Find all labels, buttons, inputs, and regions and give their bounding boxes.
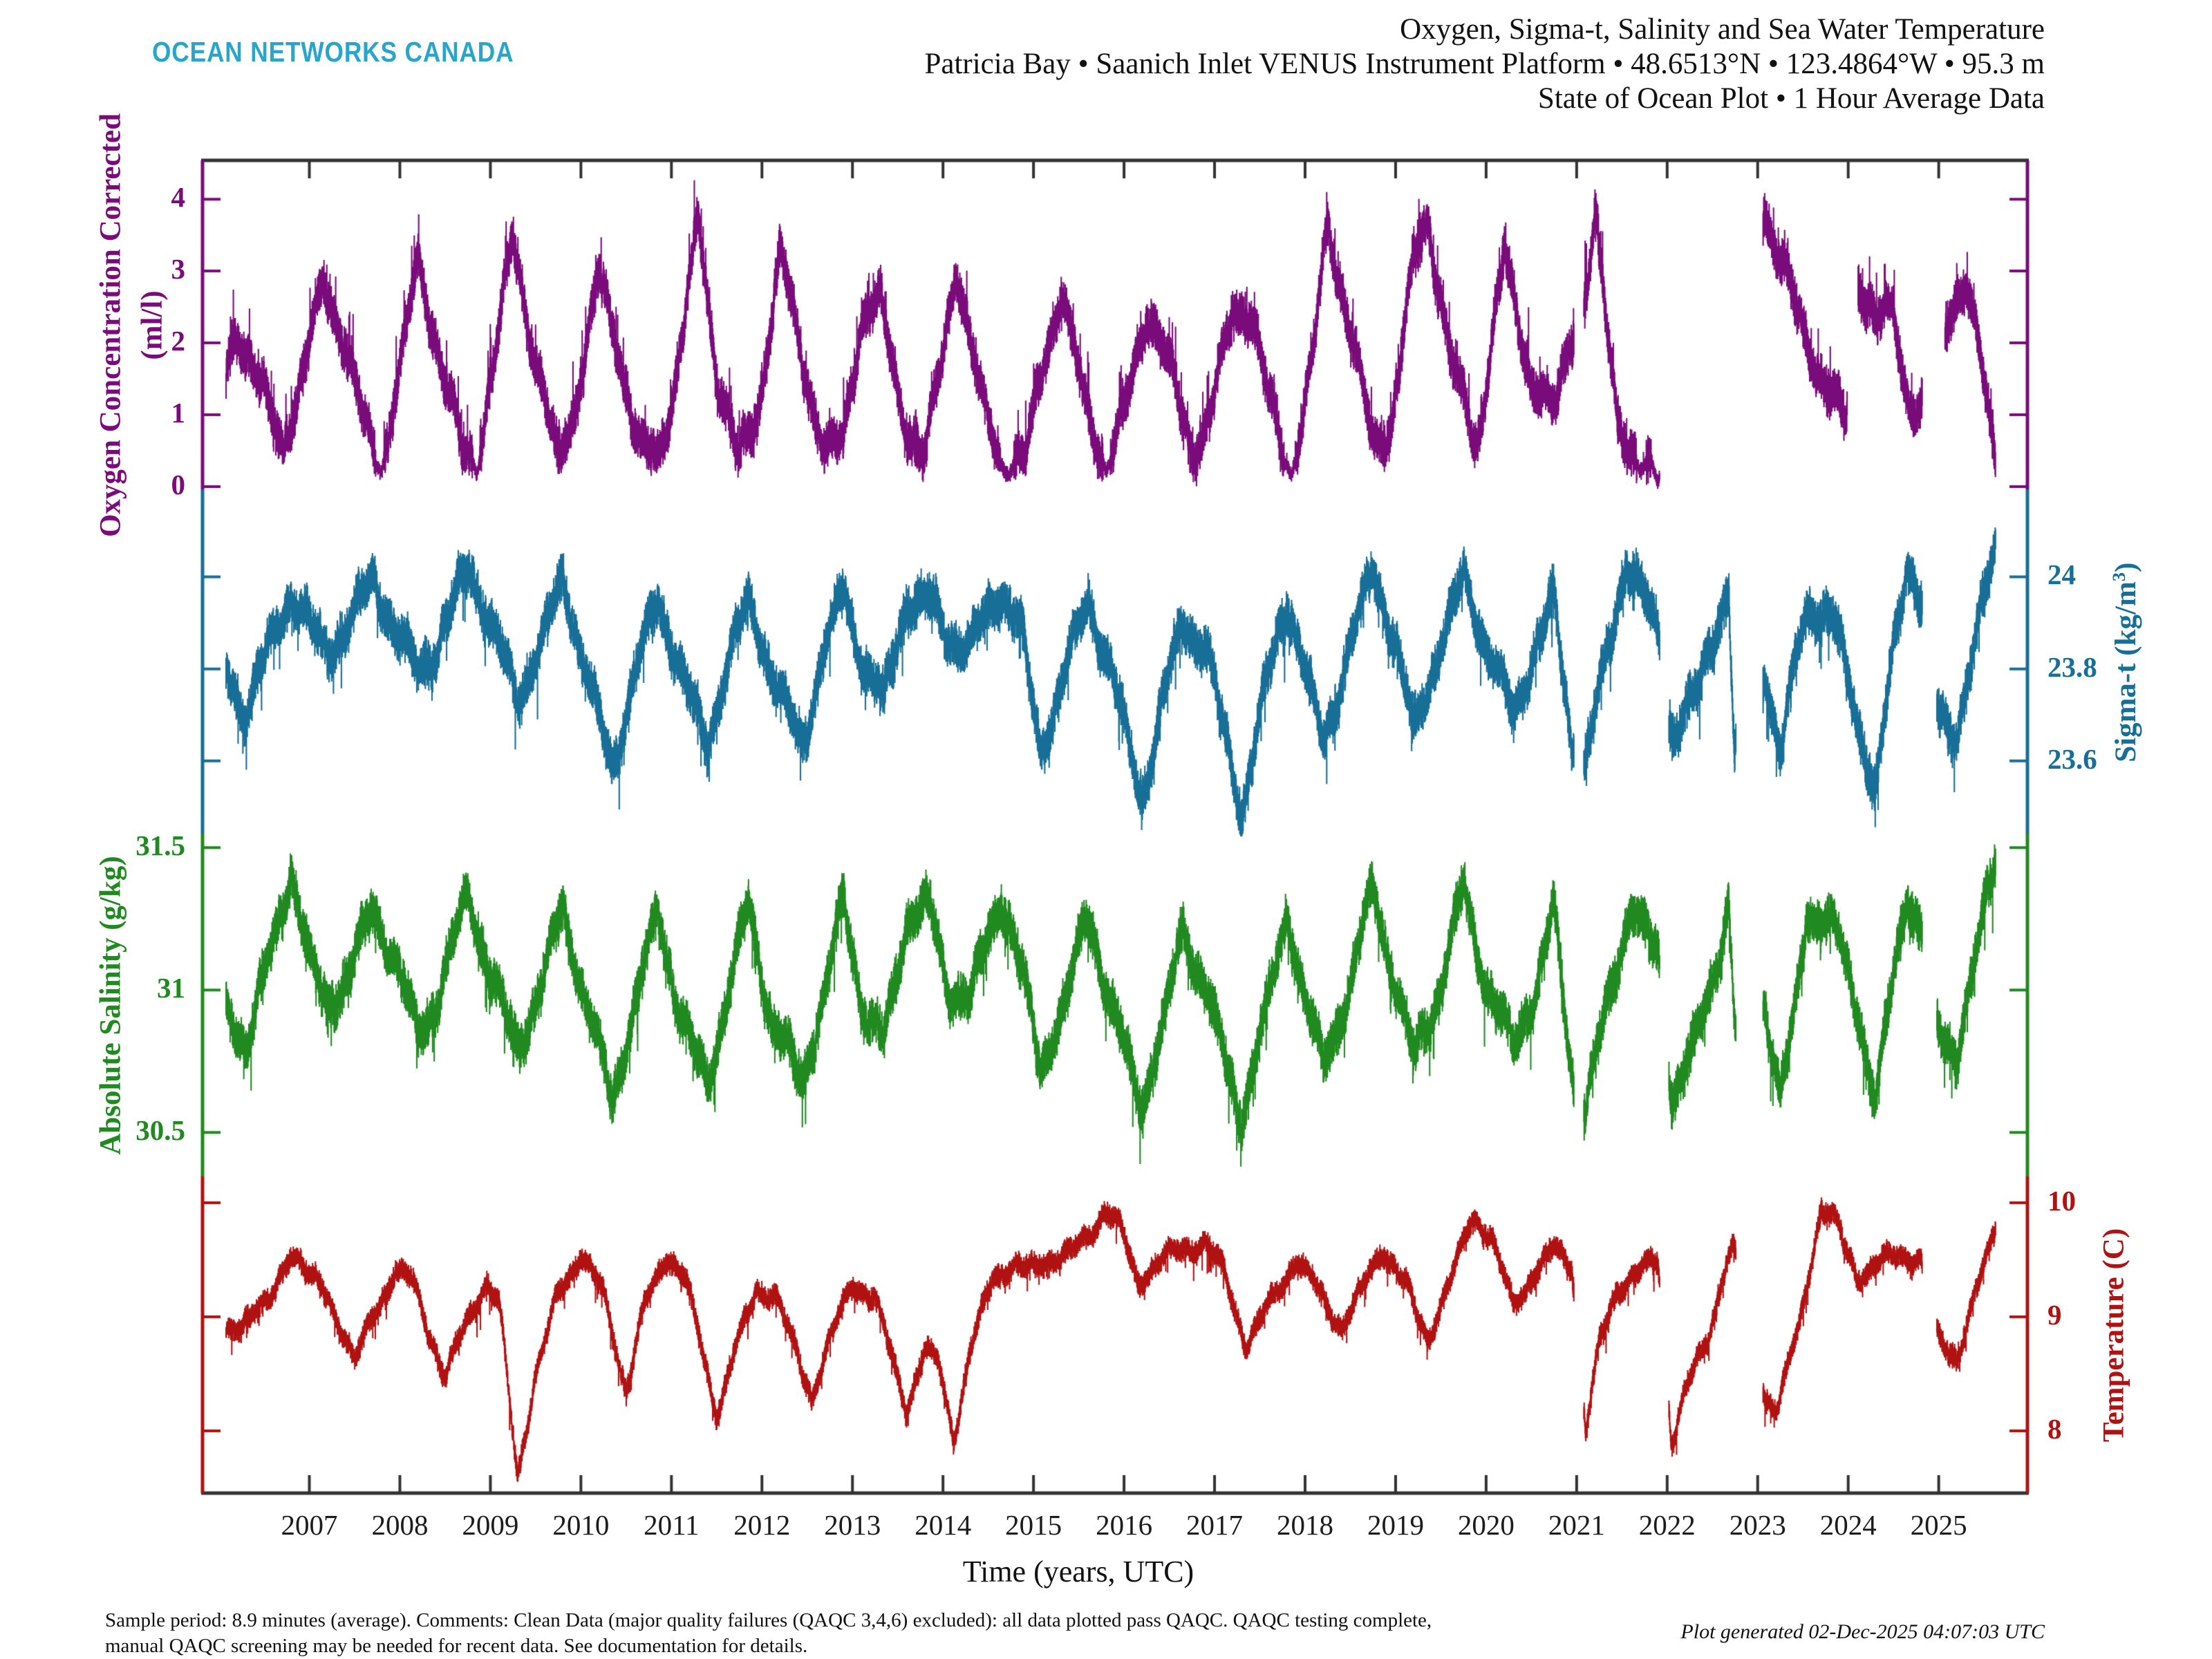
plot-title-line2: Patricia Bay • Saanich Inlet VENUS Instr… [924,48,2045,80]
plot-title-line3: State of Ocean Plot • 1 Hour Average Dat… [1537,82,2045,115]
temperature-tick-label: 8 [2047,1413,2062,1445]
oxygen-tick-label: 1 [171,397,186,429]
x-axis-label: Time (years, UTC) [962,1555,1194,1588]
sigma-t-tick-label: 23.8 [2047,650,2097,683]
year-tick-label: 2017 [1186,1509,1244,1541]
year-tick-label: 2024 [1819,1509,1877,1541]
plot-title-block: Oxygen, Sigma-t, Salinity and Sea Water … [924,14,2045,118]
oxygen-tick-label: 0 [171,469,186,501]
ocean-networks-canada-logo: OCEAN NETWORKS CANADA [152,36,514,68]
year-tick-label: 2011 [644,1509,700,1541]
year-tick-label: 2018 [1277,1509,1333,1541]
year-tick-label: 2022 [1638,1509,1696,1541]
year-tick-label: 2019 [1367,1509,1424,1541]
sigma-t-tick-label: 24 [2047,559,2076,591]
footer-comments-line1: Sample period: 8.9 minutes (average). Co… [105,1609,1432,1631]
year-tick-label: 2013 [824,1509,881,1541]
year-tick-label: 2020 [1457,1509,1515,1541]
temperature-tick-label: 10 [2047,1184,2076,1217]
year-tick-label: 2021 [1548,1509,1605,1541]
salinity-tick-label: 31 [157,972,185,1004]
footer-comments-line2: manual QAQC screening may be needed for … [105,1635,808,1657]
year-tick-label: 2010 [552,1509,610,1541]
year-tick-label: 2016 [1096,1509,1153,1541]
year-tick-label: 2015 [1005,1509,1062,1541]
plot-title-line1: Oxygen, Sigma-t, Salinity and Sea Water … [1400,13,2045,46]
oxygen-tick-label: 3 [171,253,186,285]
year-tick-label: 2008 [371,1509,429,1541]
temperature-tick-label: 9 [2047,1299,2062,1331]
year-tick-label: 2012 [733,1509,791,1541]
year-tick-label: 2025 [1910,1509,1967,1541]
salinity-tick-label: 31.5 [135,830,185,862]
plot-generated-timestamp: Plot generated 02-Dec-2025 04:07:03 UTC [1680,1620,2045,1643]
sigma-t-tick-label: 23.6 [2047,742,2097,775]
year-tick-label: 2009 [462,1509,519,1541]
year-tick-label: 2014 [915,1509,972,1541]
year-tick-label: 2007 [281,1509,338,1541]
oxygen-tick-label: 2 [171,325,186,357]
salinity-tick-label: 30.5 [135,1114,185,1147]
salinity-axis-label: Absolute Salinity (g/kg) [94,856,127,1155]
year-tick-label: 2023 [1729,1509,1786,1541]
footer-comments: Sample period: 8.9 minutes (average). Co… [105,1608,1432,1659]
oxygen-tick-label: 4 [171,181,186,214]
temperature-axis-label: Temperature (C) [2097,1228,2130,1443]
